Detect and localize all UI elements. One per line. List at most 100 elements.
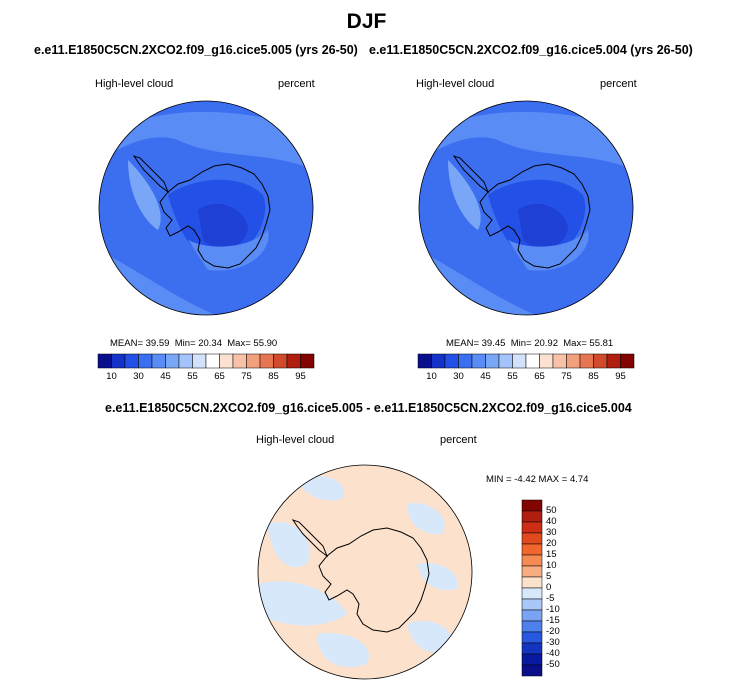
figure-title: DJF (346, 10, 387, 33)
field-contour (417, 563, 458, 591)
panel-2-polar-map (418, 100, 634, 316)
panel-2-mean: 39.45 (481, 338, 506, 349)
colorbar-tick-label: 85 (268, 371, 279, 382)
field-contour (198, 203, 248, 249)
panel-1-title: e.e11.E1850C5CN.2XCO2.f09_g16.cice5.005 … (34, 43, 358, 57)
diff-colorbar (521, 499, 543, 677)
panel-1-polar-map (98, 100, 314, 316)
colorbar-tick-label: 75 (241, 371, 252, 382)
diff-min: -4.42 (514, 474, 536, 485)
diff-panel-stats: MIN = -4.42 MAX = 4.74 (486, 474, 588, 485)
colorbar-box (521, 543, 543, 556)
colorbar-tick-label: 95 (615, 371, 626, 382)
colorbar-tick-label: 15 (546, 549, 557, 560)
panel-1-min-label: Min= (174, 338, 196, 349)
field-contour (99, 111, 313, 170)
colorbar-box (521, 499, 543, 512)
colorbar-tick-label: -10 (546, 604, 560, 615)
field-contour (188, 230, 269, 271)
panel-1-mean: 39.59 (145, 338, 170, 349)
colorbar-box (97, 353, 112, 369)
colorbar-tick-label: 10 (106, 371, 117, 382)
colorbar-tick-label: -5 (546, 593, 555, 604)
diff-panel-title: e.e11.E1850C5CN.2XCO2.f09_g16.cice5.005 … (105, 401, 632, 415)
colorbar-box (521, 510, 543, 523)
panel-2-min: 20.92 (534, 338, 558, 349)
colorbar-box (579, 353, 594, 369)
colorbar-box (178, 353, 193, 369)
field-contour (518, 203, 568, 249)
panel-1-colorbar (97, 353, 315, 369)
field-contour (128, 160, 161, 230)
panel-1-max: 55.90 (253, 338, 278, 349)
antarctica-coastline (479, 163, 591, 269)
colorbar-box (259, 353, 274, 369)
panel-1-stats: MEAN= 39.59 Min= 20.34 Max= 55.90 (110, 338, 277, 349)
colorbar-box (286, 353, 301, 369)
colorbar-box (431, 353, 446, 369)
colorbar-box (273, 353, 288, 369)
peninsula-coastline (452, 155, 490, 194)
colorbar-tick-label: 50 (546, 505, 557, 516)
panel-2-mean-label: MEAN= (446, 338, 479, 349)
field-contour (297, 475, 345, 501)
panel-1-colorbar-labels: 10 30 45 55 65 75 85 95 (98, 371, 314, 385)
peninsula-coastline (132, 155, 170, 194)
colorbar-box (444, 353, 459, 369)
colorbar-box (620, 353, 635, 369)
field-contour (448, 160, 481, 230)
panel-2-title: e.e11.E1850C5CN.2XCO2.f09_g16.cice5.004 … (369, 43, 693, 57)
panel-2-max: 55.81 (589, 338, 614, 349)
diff-panel-variable: High-level cloud (256, 434, 335, 446)
panel-2-max-label: Max= (563, 338, 587, 349)
map-border (257, 464, 473, 680)
colorbar-box (151, 353, 166, 369)
diff-colorbar-labels: 50 40 30 20 15 10 5 0 -5 -10 -15 -20 -30 -40 -50 (546, 500, 586, 676)
colorbar-box (300, 353, 315, 369)
panel-1-units: percent (278, 78, 315, 90)
map-border (98, 100, 314, 316)
colorbar-box (593, 353, 608, 369)
field-contour (267, 522, 310, 568)
colorbar-tick-label: -15 (546, 615, 560, 626)
colorbar-tick-label: 30 (133, 371, 144, 382)
colorbar-box (521, 521, 543, 534)
antarctica-coastline (159, 163, 271, 269)
colorbar-tick-label: 10 (426, 371, 437, 382)
colorbar-tick-label: -20 (546, 626, 560, 637)
colorbar-box (521, 598, 543, 611)
colorbar-tick-label: 45 (160, 371, 171, 382)
colorbar-box (458, 353, 473, 369)
colorbar-box (566, 353, 581, 369)
field-contour (407, 503, 445, 535)
colorbar-box (521, 554, 543, 567)
field-contour (317, 633, 369, 668)
diff-panel-polar-map (257, 464, 473, 680)
colorbar-tick-label: 30 (546, 527, 557, 538)
colorbar-tick-label: 55 (507, 371, 518, 382)
field-contour (419, 111, 633, 170)
diff-max: 4.74 (569, 474, 589, 485)
colorbar-tick-label: 95 (295, 371, 306, 382)
panel-1-min: 20.34 (198, 338, 222, 349)
colorbar-box (246, 353, 261, 369)
colorbar-box (192, 353, 207, 369)
colorbar-box (417, 353, 432, 369)
colorbar-box (232, 353, 247, 369)
colorbar-box (512, 353, 527, 369)
colorbar-box (111, 353, 126, 369)
colorbar-box (525, 353, 540, 369)
panel-2-colorbar-labels: 10 30 45 55 65 75 85 95 (418, 371, 634, 385)
colorbar-box (521, 664, 543, 677)
colorbar-tick-label: 0 (546, 582, 552, 593)
peninsula-coastline (291, 519, 329, 558)
colorbar-tick-label: 5 (546, 571, 552, 582)
colorbar-box (521, 609, 543, 622)
colorbar-tick-label: 20 (546, 538, 557, 549)
colorbar-box (521, 620, 543, 633)
diff-panel-units: percent (440, 434, 477, 446)
panel-2-stats: MEAN= 39.45 Min= 20.92 Max= 55.81 (446, 338, 613, 349)
colorbar-box (521, 587, 543, 600)
colorbar-tick-label: 10 (546, 560, 557, 571)
colorbar-tick-label: 30 (453, 371, 464, 382)
